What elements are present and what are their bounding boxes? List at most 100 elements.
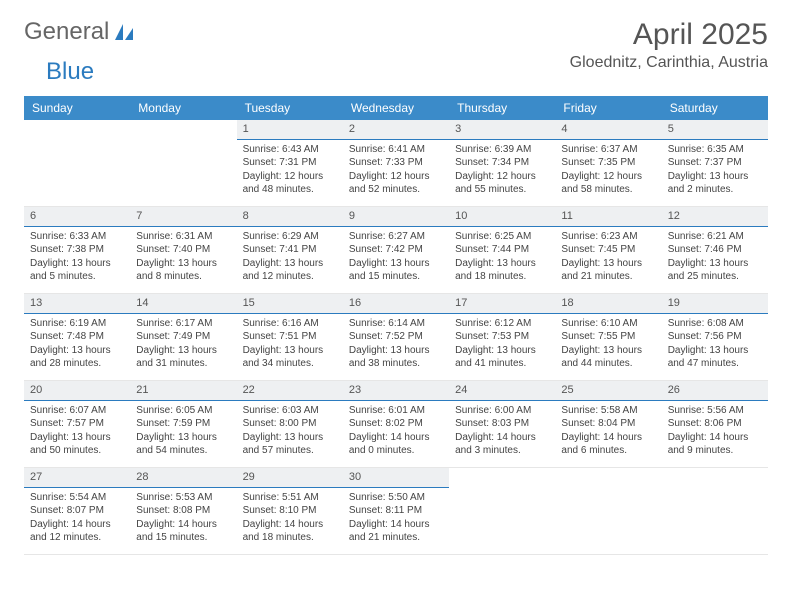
- day-cell: 7Sunrise: 6:31 AMSunset: 7:40 PMDaylight…: [130, 207, 236, 293]
- day-number: 5: [662, 120, 768, 140]
- sunrise-text: Sunrise: 6:07 AM: [30, 404, 124, 418]
- sunrise-text: Sunrise: 6:25 AM: [455, 230, 549, 244]
- sunset-text: Sunset: 8:07 PM: [30, 504, 124, 518]
- week-row: 27 Sunrise: 5:54 AMSunset: 8:07 PMDayligh…: [24, 468, 768, 555]
- sunrise-text: Sunrise: 6:10 AM: [561, 317, 655, 331]
- day-number: 8: [237, 207, 343, 227]
- sunrise-text: Sunrise: 6:12 AM: [455, 317, 549, 331]
- day-cell: 8Sunrise: 6:29 AMSunset: 7:41 PMDaylight…: [237, 207, 343, 293]
- day-number: 4: [555, 120, 661, 140]
- sunrise-text: Sunrise: 5:53 AM: [136, 491, 230, 505]
- calendar: Sunday Monday Tuesday Wednesday Thursday…: [24, 96, 768, 555]
- sunrise-text: Sunrise: 6:29 AM: [243, 230, 337, 244]
- day-cell: [24, 120, 130, 206]
- day-body: Sunrise: 6:31 AMSunset: 7:40 PMDaylight:…: [130, 227, 236, 290]
- daylight-text: Daylight: 13 hours and 44 minutes.: [561, 344, 655, 371]
- sunset-text: Sunset: 7:59 PM: [136, 417, 230, 431]
- day-body: Sunrise: 5:56 AMSunset: 8:06 PMDaylight:…: [662, 401, 768, 464]
- day-body: Sunrise: 6:19 AMSunset: 7:48 PMDaylight:…: [24, 314, 130, 377]
- day-number: 19: [662, 294, 768, 314]
- day-body: Sunrise: 6:00 AMSunset: 8:03 PMDaylight:…: [449, 401, 555, 464]
- sunset-text: Sunset: 7:34 PM: [455, 156, 549, 170]
- day-cell: 12Sunrise: 6:21 AMSunset: 7:46 PMDayligh…: [662, 207, 768, 293]
- sunrise-text: Sunrise: 5:54 AM: [30, 491, 124, 505]
- sunset-text: Sunset: 7:49 PM: [136, 330, 230, 344]
- logo-text-blue: Blue: [46, 58, 94, 85]
- day-cell: 3Sunrise: 6:39 AMSunset: 7:34 PMDaylight…: [449, 120, 555, 206]
- day-cell: 25Sunrise: 5:58 AMSunset: 8:04 PMDayligh…: [555, 381, 661, 467]
- week-row: 1Sunrise: 6:43 AMSunset: 7:31 PMDaylight…: [24, 120, 768, 207]
- day-body: Sunrise: 6:10 AMSunset: 7:55 PMDaylight:…: [555, 314, 661, 377]
- sunrise-text: Sunrise: 5:58 AM: [561, 404, 655, 418]
- daylight-text: Daylight: 13 hours and 28 minutes.: [30, 344, 124, 371]
- day-cell: 26Sunrise: 5:56 AMSunset: 8:06 PMDayligh…: [662, 381, 768, 467]
- day-number: 24: [449, 381, 555, 401]
- day-body: Sunrise: 6:17 AMSunset: 7:49 PMDaylight:…: [130, 314, 236, 377]
- day-cell: 29Sunrise: 5:51 AMSunset: 8:10 PMDayligh…: [237, 468, 343, 554]
- daylight-text: Daylight: 14 hours and 0 minutes.: [349, 431, 443, 458]
- daylight-text: Daylight: 14 hours and 9 minutes.: [668, 431, 762, 458]
- logo-text-general: General: [24, 18, 109, 46]
- day-cell: 15Sunrise: 6:16 AMSunset: 7:51 PMDayligh…: [237, 294, 343, 380]
- daylight-text: Daylight: 13 hours and 34 minutes.: [243, 344, 337, 371]
- sunrise-text: Sunrise: 6:35 AM: [668, 143, 762, 157]
- sunset-text: Sunset: 8:02 PM: [349, 417, 443, 431]
- day-number: 23: [343, 381, 449, 401]
- sunset-text: Sunset: 7:55 PM: [561, 330, 655, 344]
- daylight-text: Daylight: 13 hours and 50 minutes.: [30, 431, 124, 458]
- day-cell: 18Sunrise: 6:10 AMSunset: 7:55 PMDayligh…: [555, 294, 661, 380]
- sunrise-text: Sunrise: 6:31 AM: [136, 230, 230, 244]
- day-cell: 19Sunrise: 6:08 AMSunset: 7:56 PMDayligh…: [662, 294, 768, 380]
- daylight-text: Daylight: 13 hours and 31 minutes.: [136, 344, 230, 371]
- daylight-text: Daylight: 13 hours and 47 minutes.: [668, 344, 762, 371]
- dow-thursday: Thursday: [449, 96, 555, 120]
- day-body: Sunrise: 6:29 AMSunset: 7:41 PMDaylight:…: [237, 227, 343, 290]
- sunset-text: Sunset: 8:10 PM: [243, 504, 337, 518]
- daylight-text: Daylight: 13 hours and 25 minutes.: [668, 257, 762, 284]
- daylight-text: Daylight: 14 hours and 12 minutes.: [30, 518, 124, 545]
- day-cell: 13Sunrise: 6:19 AMSunset: 7:48 PMDayligh…: [24, 294, 130, 380]
- sunrise-text: Sunrise: 6:05 AM: [136, 404, 230, 418]
- sunset-text: Sunset: 7:40 PM: [136, 243, 230, 257]
- sunset-text: Sunset: 7:45 PM: [561, 243, 655, 257]
- sunset-text: Sunset: 8:11 PM: [349, 504, 443, 518]
- daylight-text: Daylight: 13 hours and 54 minutes.: [136, 431, 230, 458]
- day-cell: 28Sunrise: 5:53 AMSunset: 8:08 PMDayligh…: [130, 468, 236, 554]
- daylight-text: Daylight: 12 hours and 58 minutes.: [561, 170, 655, 197]
- sunrise-text: Sunrise: 6:00 AM: [455, 404, 549, 418]
- day-number: 27: [24, 468, 130, 488]
- day-number: 15: [237, 294, 343, 314]
- daylight-text: Daylight: 13 hours and 12 minutes.: [243, 257, 337, 284]
- day-body: Sunrise: 6:12 AMSunset: 7:53 PMDaylight:…: [449, 314, 555, 377]
- sunrise-text: Sunrise: 6:43 AM: [243, 143, 337, 157]
- sunrise-text: Sunrise: 6:33 AM: [30, 230, 124, 244]
- day-number: 7: [130, 207, 236, 227]
- day-body: Sunrise: 6:41 AMSunset: 7:33 PMDaylight:…: [343, 140, 449, 203]
- sunrise-text: Sunrise: 6:16 AM: [243, 317, 337, 331]
- daylight-text: Daylight: 12 hours and 55 minutes.: [455, 170, 549, 197]
- sunrise-text: Sunrise: 6:03 AM: [243, 404, 337, 418]
- day-body: Sunrise: 6:07 AMSunset: 7:57 PMDaylight:…: [24, 401, 130, 464]
- daylight-text: Daylight: 14 hours and 6 minutes.: [561, 431, 655, 458]
- sunrise-text: Sunrise: 6:08 AM: [668, 317, 762, 331]
- day-cell: 23 Sunrise: 6:01 AMSunset: 8:02 PMDayligh…: [343, 381, 449, 467]
- day-cell: [449, 468, 555, 554]
- day-number: 1: [237, 120, 343, 140]
- dow-wednesday: Wednesday: [343, 96, 449, 120]
- dow-saturday: Saturday: [662, 96, 768, 120]
- day-body: Sunrise: 6:16 AMSunset: 7:51 PMDaylight:…: [237, 314, 343, 377]
- day-number: 6: [24, 207, 130, 227]
- week-row: 6Sunrise: 6:33 AMSunset: 7:38 PMDaylight…: [24, 207, 768, 294]
- sunrise-text: Sunrise: 6:01 AM: [349, 404, 443, 418]
- sunrise-text: Sunrise: 5:51 AM: [243, 491, 337, 505]
- location-subtitle: Gloednitz, Carinthia, Austria: [570, 54, 768, 72]
- sunset-text: Sunset: 7:46 PM: [668, 243, 762, 257]
- day-body: Sunrise: 6:05 AMSunset: 7:59 PMDaylight:…: [130, 401, 236, 464]
- day-number: 10: [449, 207, 555, 227]
- day-number: 25: [555, 381, 661, 401]
- logo: General: [24, 18, 135, 46]
- day-number: 28: [130, 468, 236, 488]
- sunrise-text: Sunrise: 6:19 AM: [30, 317, 124, 331]
- day-cell: [130, 120, 236, 206]
- sunset-text: Sunset: 7:41 PM: [243, 243, 337, 257]
